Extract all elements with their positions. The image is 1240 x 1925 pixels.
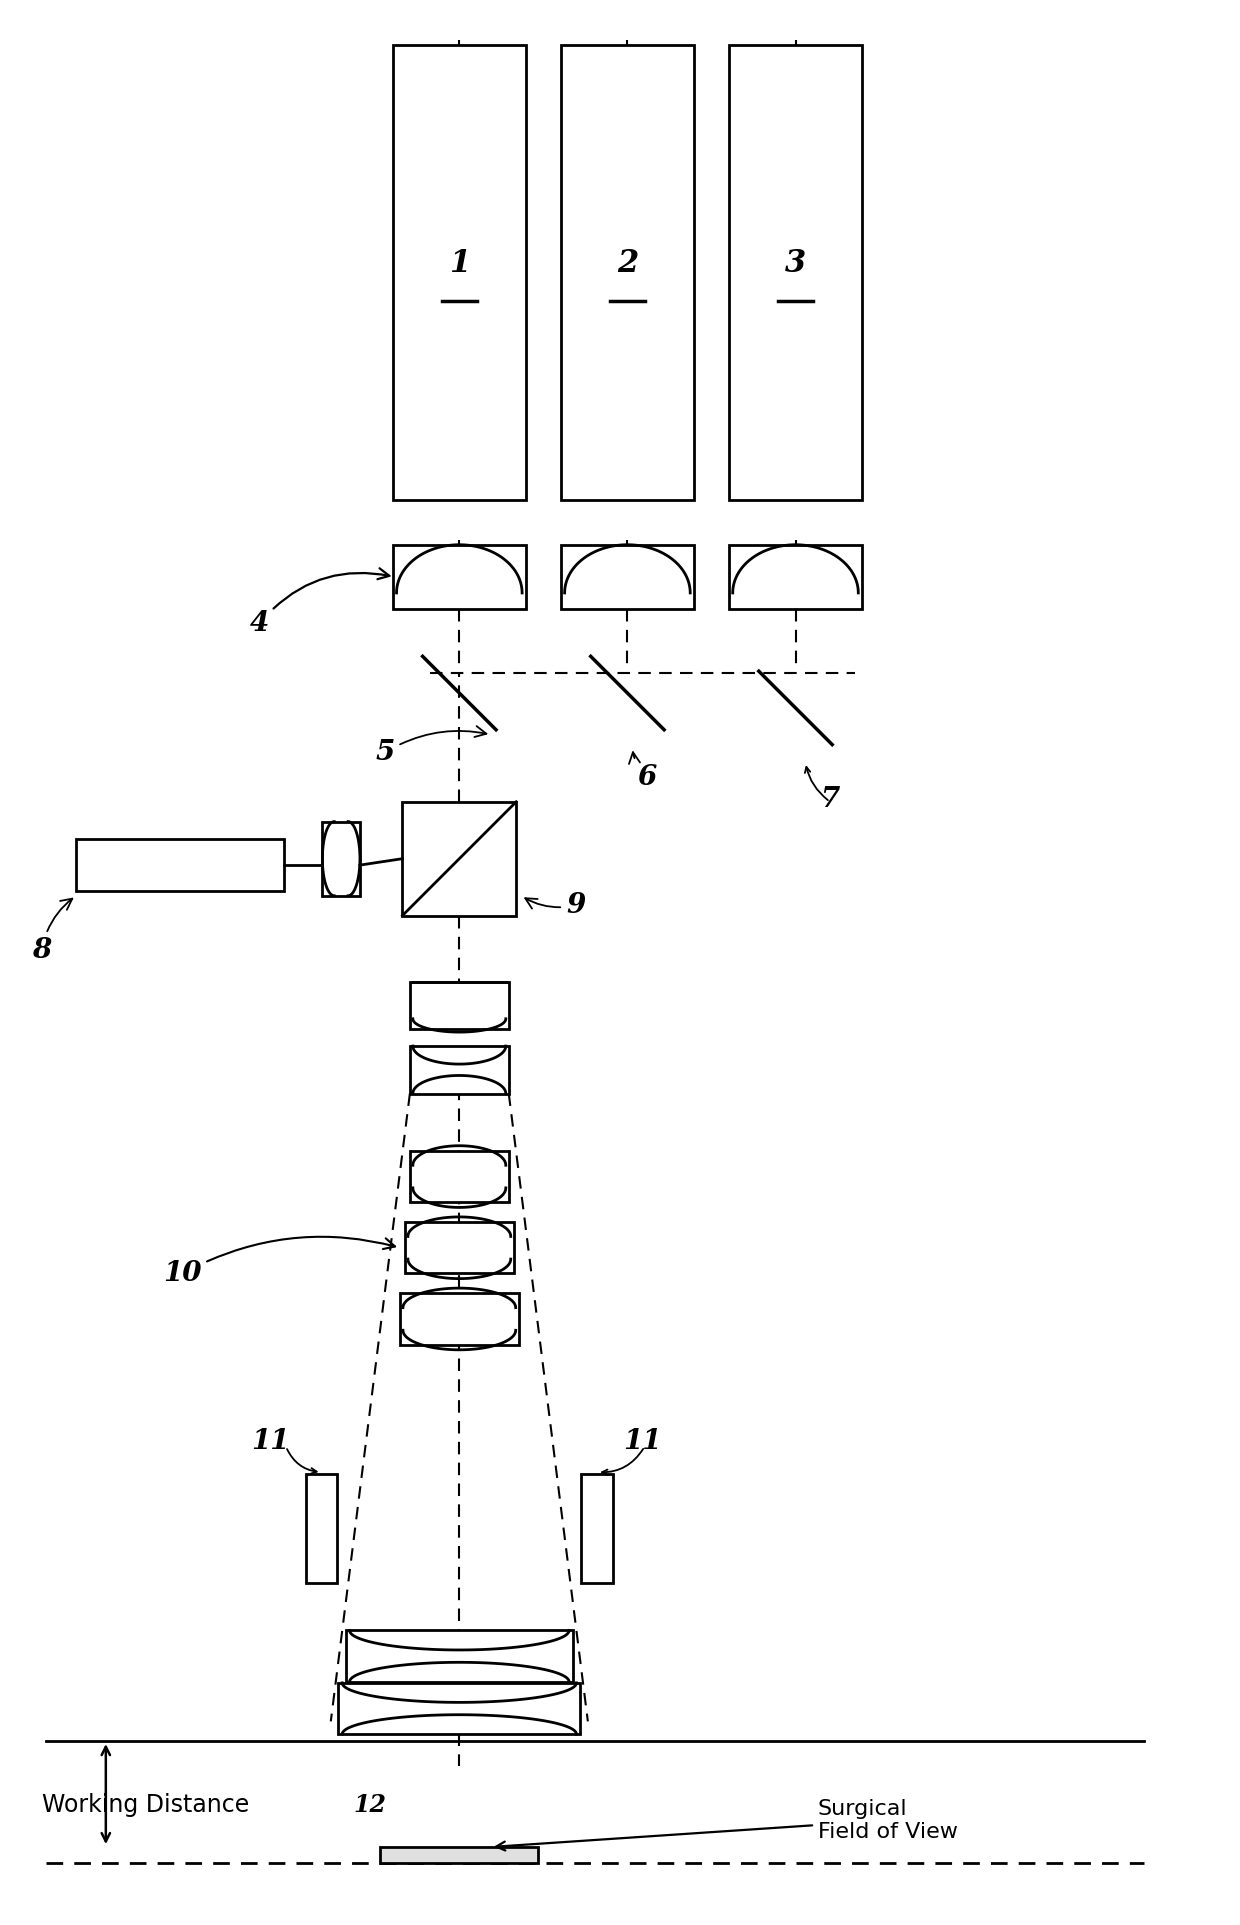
Text: Surgical
Field of View: Surgical Field of View — [496, 1798, 957, 1850]
Bar — [322, 822, 360, 895]
Bar — [76, 839, 284, 891]
Text: 8: 8 — [32, 899, 72, 964]
Bar — [346, 1630, 573, 1682]
Bar — [729, 545, 862, 608]
Bar — [393, 46, 526, 500]
Bar — [560, 46, 694, 500]
Bar — [405, 1222, 513, 1274]
Bar — [381, 1846, 538, 1863]
Text: 5: 5 — [376, 726, 486, 766]
Bar — [401, 1294, 518, 1346]
Text: 11: 11 — [622, 1428, 661, 1455]
Bar — [560, 545, 694, 608]
Bar — [403, 803, 516, 916]
Text: 10: 10 — [164, 1236, 396, 1288]
Text: 6: 6 — [629, 753, 657, 791]
Text: 4: 4 — [249, 568, 389, 637]
Text: 7: 7 — [820, 785, 839, 812]
Bar — [582, 1475, 613, 1582]
Text: 9: 9 — [526, 891, 585, 918]
Bar — [410, 982, 508, 1030]
Bar — [393, 545, 526, 608]
Text: 1: 1 — [449, 248, 470, 279]
Bar — [410, 1045, 508, 1093]
Text: 12: 12 — [353, 1794, 386, 1817]
Bar — [410, 1151, 508, 1203]
Bar — [305, 1475, 337, 1582]
Text: 3: 3 — [785, 248, 806, 279]
Text: 2: 2 — [616, 248, 639, 279]
Bar — [729, 46, 862, 500]
Text: 11: 11 — [252, 1428, 290, 1455]
Bar — [339, 1682, 580, 1734]
Text: Working Distance: Working Distance — [42, 1794, 257, 1817]
